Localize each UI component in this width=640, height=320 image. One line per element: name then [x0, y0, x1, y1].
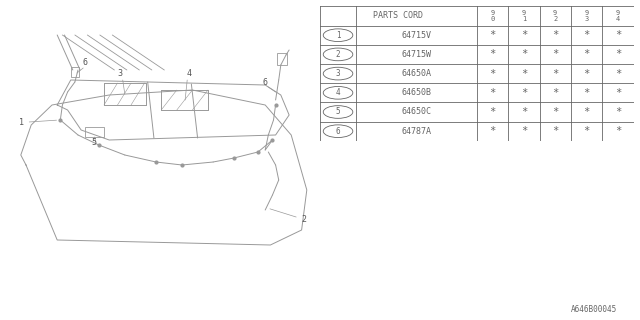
Text: *: *: [521, 30, 527, 40]
Text: 64715V: 64715V: [401, 31, 431, 40]
Text: *: *: [552, 107, 558, 117]
Text: *: *: [552, 30, 558, 40]
Text: 6: 6: [83, 58, 88, 67]
Text: *: *: [615, 68, 621, 79]
Text: 2: 2: [336, 50, 340, 59]
Text: 5: 5: [336, 108, 340, 116]
Text: *: *: [615, 30, 621, 40]
Text: 6: 6: [262, 78, 268, 87]
Text: 9
3: 9 3: [584, 10, 589, 22]
Text: 1: 1: [336, 31, 340, 40]
Text: 64715W: 64715W: [401, 50, 431, 59]
Text: *: *: [490, 49, 495, 60]
Text: 64650A: 64650A: [401, 69, 431, 78]
Text: 64650B: 64650B: [401, 88, 431, 97]
Text: *: *: [584, 68, 589, 79]
Text: 6: 6: [336, 127, 340, 136]
Text: *: *: [490, 68, 495, 79]
Text: 9
2: 9 2: [553, 10, 557, 22]
Text: *: *: [615, 88, 621, 98]
Text: *: *: [552, 68, 558, 79]
Text: 64787A: 64787A: [401, 127, 431, 136]
Text: 3: 3: [336, 69, 340, 78]
Text: *: *: [490, 126, 495, 136]
Text: PARTS CORD: PARTS CORD: [373, 12, 424, 20]
Text: *: *: [584, 30, 589, 40]
Text: 4: 4: [187, 69, 192, 78]
Text: 2: 2: [270, 209, 307, 224]
Text: *: *: [552, 126, 558, 136]
Text: 1: 1: [19, 118, 56, 127]
Text: *: *: [584, 107, 589, 117]
Text: 5: 5: [91, 138, 96, 147]
Text: *: *: [584, 88, 589, 98]
Text: *: *: [490, 88, 495, 98]
Text: *: *: [615, 107, 621, 117]
Text: 9
1: 9 1: [522, 10, 526, 22]
Text: *: *: [521, 88, 527, 98]
Text: 9
0: 9 0: [490, 10, 495, 22]
Text: 64650C: 64650C: [401, 108, 431, 116]
Text: *: *: [615, 126, 621, 136]
Text: A646B00045: A646B00045: [572, 305, 618, 314]
Text: 9
4: 9 4: [616, 10, 620, 22]
Text: *: *: [584, 49, 589, 60]
Text: *: *: [584, 126, 589, 136]
Text: *: *: [490, 30, 495, 40]
Text: *: *: [552, 88, 558, 98]
Text: 4: 4: [336, 88, 340, 97]
Text: *: *: [521, 68, 527, 79]
Text: 3: 3: [117, 69, 122, 78]
Text: *: *: [521, 107, 527, 117]
Text: *: *: [521, 126, 527, 136]
Text: *: *: [490, 107, 495, 117]
Text: *: *: [521, 49, 527, 60]
Text: *: *: [615, 49, 621, 60]
Text: *: *: [552, 49, 558, 60]
